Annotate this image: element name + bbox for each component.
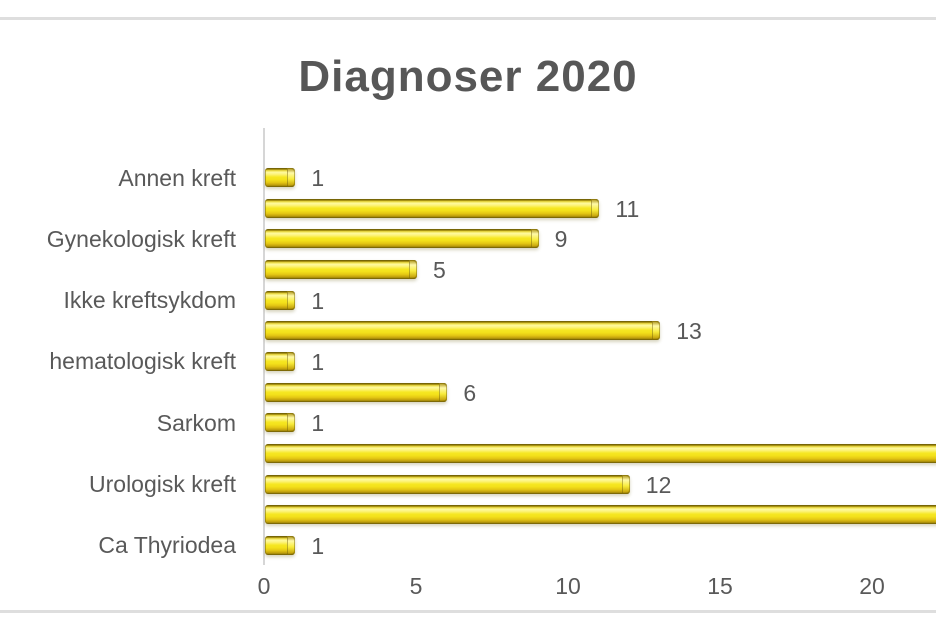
x-tick-label: 0 <box>257 573 271 599</box>
x-tick-label: 10 <box>555 573 581 599</box>
bar <box>265 505 936 525</box>
bar <box>265 413 296 433</box>
y-axis-line <box>263 128 265 565</box>
bar <box>265 229 539 249</box>
bar <box>265 535 296 555</box>
category-label: Sarkom <box>156 409 236 436</box>
category-label: Urologisk kreft <box>89 471 236 497</box>
x-tick-label: 5 <box>409 573 423 599</box>
category-label: Ca Thyriodea <box>98 532 236 559</box>
category-label: Annen kreft <box>118 164 236 191</box>
bar-value-label: 12 <box>645 471 672 498</box>
bar <box>265 259 417 279</box>
category-label: Ikke kreftsykdom <box>63 287 236 314</box>
bar <box>265 168 296 187</box>
bar-value-label: 11 <box>615 195 640 222</box>
bottom-rule <box>0 610 936 613</box>
top-rule <box>0 17 936 20</box>
bar-value-label: 1 <box>311 287 325 314</box>
bar-value-label: 9 <box>554 226 568 253</box>
bar-value-label: 1 <box>311 532 325 559</box>
bar-value-label: 1 <box>311 410 325 437</box>
bar-value-label: 1 <box>311 348 325 375</box>
x-tick-label: 20 <box>859 573 885 599</box>
x-tick-label: 15 <box>707 573 733 599</box>
category-label: hematologisk kreft <box>49 348 236 375</box>
category-label: Gynekologisk kreft <box>46 225 236 252</box>
chart-title: Diagnoser 2020 <box>298 52 638 101</box>
bar <box>265 351 296 371</box>
bar <box>265 382 448 402</box>
bar-value-label: 13 <box>676 318 702 345</box>
bar <box>265 321 661 341</box>
bar <box>265 290 296 310</box>
bar <box>265 474 630 494</box>
bar-value-label: 1 <box>311 165 325 191</box>
bar <box>265 198 600 218</box>
bar <box>265 443 936 463</box>
bar-value-label: 5 <box>433 256 446 283</box>
bar-value-label: 6 <box>463 379 477 406</box>
